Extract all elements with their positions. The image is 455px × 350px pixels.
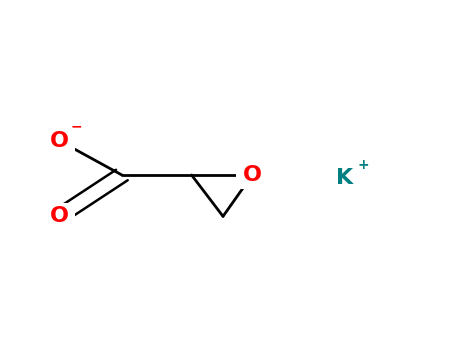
FancyBboxPatch shape [43, 203, 75, 230]
Text: +: + [358, 158, 369, 172]
Text: O: O [50, 131, 68, 150]
Text: −: − [70, 120, 82, 134]
FancyBboxPatch shape [324, 164, 364, 192]
FancyBboxPatch shape [237, 161, 268, 189]
Text: K: K [336, 168, 353, 188]
Text: O: O [50, 206, 68, 226]
FancyBboxPatch shape [43, 127, 75, 154]
Text: O: O [243, 165, 262, 185]
